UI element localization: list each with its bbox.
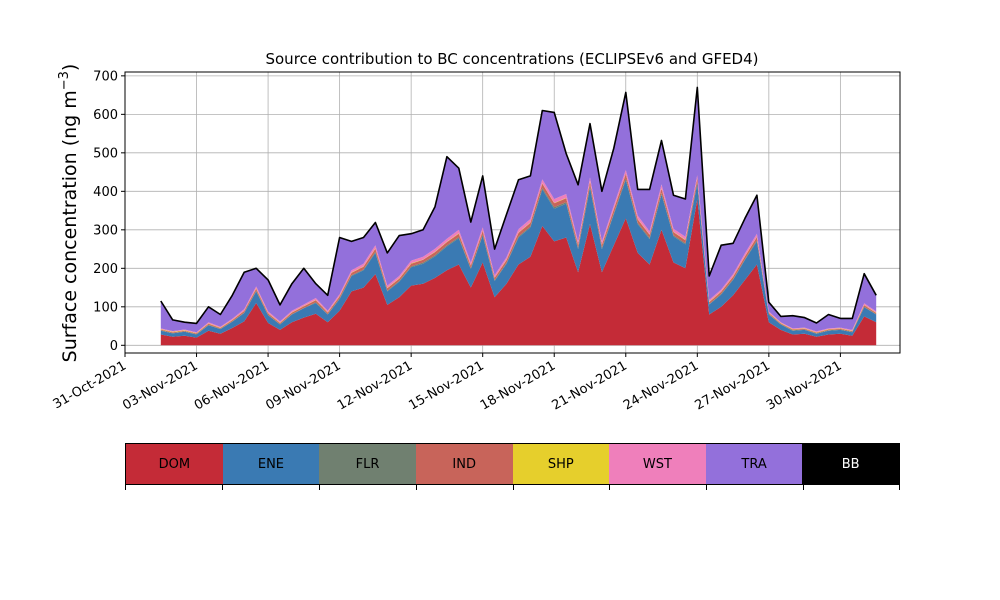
x-tick-label: 15-Nov-2021 (406, 358, 486, 413)
colorbar-tick (609, 485, 611, 490)
colorbar-tick (899, 485, 900, 490)
x-tick-label: 18-Nov-2021 (478, 358, 558, 413)
colorbar-tick (318, 485, 320, 490)
total-line-layer (160, 86, 877, 325)
legend-cell-ene: ENE (222, 444, 320, 484)
source-colorbar: DOM ENE FLR IND SHP WST TRA BB (125, 443, 900, 485)
legend-cell-flr: FLR (319, 444, 416, 484)
area-ene (160, 179, 877, 338)
x-tick-label: 06-Nov-2021 (192, 358, 272, 413)
y-tick-label: 700 (93, 69, 118, 84)
y-tick-label: 500 (93, 146, 118, 161)
x-tick-label: 21-Nov-2021 (550, 358, 630, 413)
chart-title: Source contribution to BC concentrations… (265, 50, 758, 68)
area-tra (160, 87, 877, 333)
legend-label-wst: WST (642, 456, 672, 472)
legend-cell-shp: SHP (512, 444, 610, 484)
legend-cell-wst: WST (609, 444, 706, 484)
legend-label-ind: IND (452, 456, 476, 472)
stacked-areas (160, 87, 877, 346)
x-tick-label: 27-Nov-2021 (693, 358, 773, 413)
y-axis-label-exponent: −3 (57, 71, 72, 90)
y-tick-label: 300 (93, 223, 118, 238)
x-tick-label: 31-Oct-2021 (51, 358, 129, 412)
y-axis-label: Surface concentration (ng m−3) (57, 64, 81, 363)
y-axis-label-main: Surface concentration (ng m (59, 90, 81, 362)
x-tick-label: 24-Nov-2021 (621, 358, 701, 413)
y-tick-label: 400 (93, 185, 118, 200)
y-tick-label: 600 (93, 108, 118, 123)
legend-cell-dom: DOM (126, 444, 223, 484)
y-tick-label: 200 (93, 262, 118, 277)
legend-label-dom: DOM (158, 456, 191, 472)
legend-label-bb: BB (841, 456, 860, 472)
colorbar-ticks (125, 485, 900, 491)
x-tick-label: 03-Nov-2021 (120, 358, 200, 413)
colorbar-tick (125, 485, 126, 490)
colorbar-tick (415, 485, 417, 490)
legend-label-shp: SHP (547, 456, 574, 472)
total-line (160, 86, 877, 325)
area-dom (160, 199, 877, 346)
x-tick-label: 09-Nov-2021 (263, 358, 343, 413)
legend-label-flr: FLR (355, 456, 380, 472)
x-tick-label: 30-Nov-2021 (764, 358, 844, 413)
legend-cell-tra: TRA (705, 444, 803, 484)
legend-cell-ind: IND (415, 444, 513, 484)
legend-cell-bb: BB (802, 444, 899, 484)
colorbar-tick (512, 485, 514, 490)
colorbar-tick (706, 485, 708, 490)
x-tick-label: 12-Nov-2021 (335, 358, 415, 413)
y-tick-label: 0 (110, 339, 118, 354)
colorbar-tick (803, 485, 805, 490)
plot-frame (124, 71, 901, 354)
y-axis-label-close: ) (59, 64, 81, 71)
colorbar-tick (221, 485, 223, 490)
legend-label-ene: ENE (257, 456, 285, 472)
legend-label-tra: TRA (741, 456, 767, 472)
y-tick-label: 100 (93, 300, 118, 315)
